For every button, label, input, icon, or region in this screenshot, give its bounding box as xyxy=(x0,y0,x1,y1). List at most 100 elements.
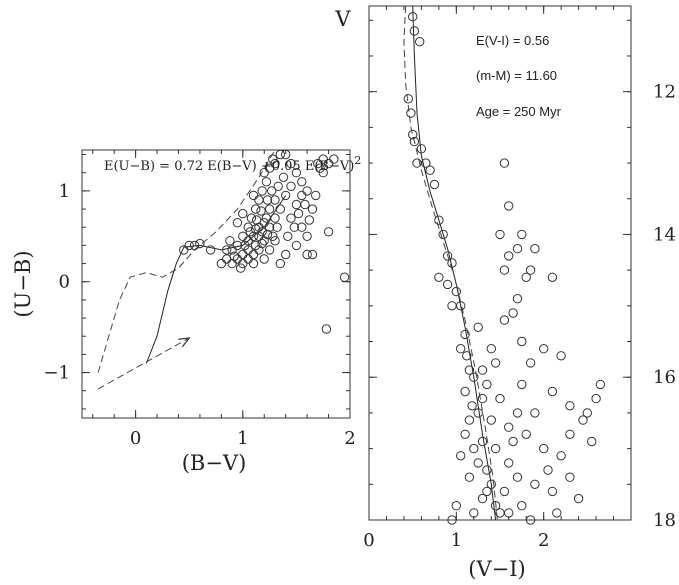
cmd-ytick-label: 18 xyxy=(653,510,676,531)
two-color-star-point xyxy=(270,236,280,246)
two-color-star-point xyxy=(329,154,339,164)
cmd-star-point xyxy=(547,386,558,397)
cmd-star-point xyxy=(508,308,518,318)
reddening-relation-exponent: 2 xyxy=(354,154,361,167)
two-color-star-point xyxy=(259,236,269,246)
cmd-ylabel: V xyxy=(334,7,351,31)
cmd-annotation-reddening: E(V-I) = 0.56 xyxy=(476,33,549,48)
reddening-vector-arrow xyxy=(97,337,190,390)
cmd-star-point xyxy=(415,37,425,47)
two-color-star-point xyxy=(286,181,296,192)
cmd-star-point xyxy=(451,501,461,511)
two-color-panel: 0 1 2 −1 0 1 E(U−B) = 0.72 E(B−V) +0.05 E(B−V… xyxy=(11,149,361,475)
cmd-xlabel: (V−I) xyxy=(468,557,525,581)
two-color-star-point xyxy=(300,199,310,210)
cmd-ytick-label: 14 xyxy=(653,224,676,245)
two-color-star-point xyxy=(270,213,280,223)
two-color-star-point xyxy=(240,240,250,251)
cmd-star-point xyxy=(490,358,501,368)
two-color-star-point xyxy=(205,245,216,255)
two-color-dashed-isochrone xyxy=(97,149,276,373)
two-color-ytick-label: 1 xyxy=(59,181,70,202)
cmd-star-point xyxy=(412,158,422,168)
cmd-star-point xyxy=(552,508,562,518)
cmd-star-point xyxy=(512,294,523,304)
cmd-star-point xyxy=(442,251,453,261)
two-color-star-point xyxy=(254,195,264,205)
two-color-star-point xyxy=(229,251,239,261)
two-color-star-point xyxy=(252,215,262,225)
two-color-star-point xyxy=(238,249,248,260)
cmd-star-point xyxy=(530,408,540,418)
cmd-annotation-age: Age = 250 Myr xyxy=(476,104,562,119)
cmd-star-point xyxy=(469,372,479,382)
two-color-star-point xyxy=(304,215,314,225)
cmd-star-point xyxy=(469,443,479,454)
two-color-star-point xyxy=(323,227,334,237)
cmd-star-point xyxy=(504,201,514,211)
cmd-star-point xyxy=(499,265,510,275)
two-color-star-point xyxy=(318,168,328,178)
cmd-ytick-label: 12 xyxy=(653,82,676,103)
two-color-star-point xyxy=(283,231,293,242)
reddening-relation-text: E(U−B) = 0.72 E(B−V) +0.05 E(B−V) xyxy=(104,159,354,174)
cmd-star-point xyxy=(469,508,479,518)
two-color-star-point xyxy=(286,213,296,223)
cmd-xtick-label: 1 xyxy=(451,530,462,551)
two-color-star-point xyxy=(311,190,321,201)
two-color-star-point xyxy=(256,206,266,216)
cmd-star-point xyxy=(539,344,549,354)
two-color-star-point xyxy=(270,158,280,169)
two-color-star-point xyxy=(262,195,273,205)
cmd-star-point xyxy=(486,344,496,354)
two-color-star-point xyxy=(232,240,243,251)
cmd-star-point xyxy=(499,486,510,497)
two-color-xtick-label: 2 xyxy=(344,428,355,449)
cmd-star-point xyxy=(409,136,420,147)
cmd-star-point xyxy=(467,401,477,411)
two-color-star-point xyxy=(184,240,194,251)
cmd-star-point xyxy=(504,458,514,468)
cmd-star-point xyxy=(456,451,466,461)
two-color-star-point xyxy=(238,231,248,242)
two-color-star-point xyxy=(243,254,253,264)
cmd-star-point xyxy=(517,379,527,390)
two-color-star-point xyxy=(278,172,289,183)
cmd-star-point xyxy=(460,386,470,397)
two-color-star-point xyxy=(302,249,312,260)
cmd-star-point xyxy=(456,344,466,354)
cmd-star-point xyxy=(434,215,444,225)
cmd-star-point xyxy=(504,422,514,432)
cmd-star-point xyxy=(490,443,501,454)
cmd-star-point xyxy=(504,251,514,261)
two-color-star-point xyxy=(245,227,256,237)
cmd-star-point xyxy=(473,322,483,332)
two-color-star-point xyxy=(262,229,273,240)
cmd-xtick-label: 2 xyxy=(538,530,549,551)
cmd-ytick-label: 16 xyxy=(653,367,676,388)
two-color-star-point xyxy=(297,222,307,232)
two-color-star-point xyxy=(254,245,264,255)
two-color-frame xyxy=(81,149,351,419)
reddening-arrowhead-icon xyxy=(178,337,191,348)
two-color-star-point xyxy=(270,195,280,205)
cmd-star-point xyxy=(582,408,592,418)
cmd-xtick-label: 0 xyxy=(363,530,374,551)
two-color-star-point xyxy=(246,213,257,223)
cmd-star-point xyxy=(416,144,427,154)
cmd-star-point xyxy=(447,301,457,311)
cmd-star-point xyxy=(499,158,510,168)
cmd-star-point xyxy=(434,272,444,282)
cmd-star-point xyxy=(521,429,531,439)
two-color-star-point xyxy=(216,258,227,269)
cmd-star-point xyxy=(565,401,575,411)
cmd-star-point xyxy=(525,515,536,525)
two-color-star-point xyxy=(238,258,248,269)
cmd-star-point xyxy=(486,415,496,425)
two-color-star-point xyxy=(268,154,278,164)
two-color-star-point xyxy=(251,224,261,234)
two-color-star-point xyxy=(267,186,277,196)
cmd-star-point xyxy=(447,258,457,268)
